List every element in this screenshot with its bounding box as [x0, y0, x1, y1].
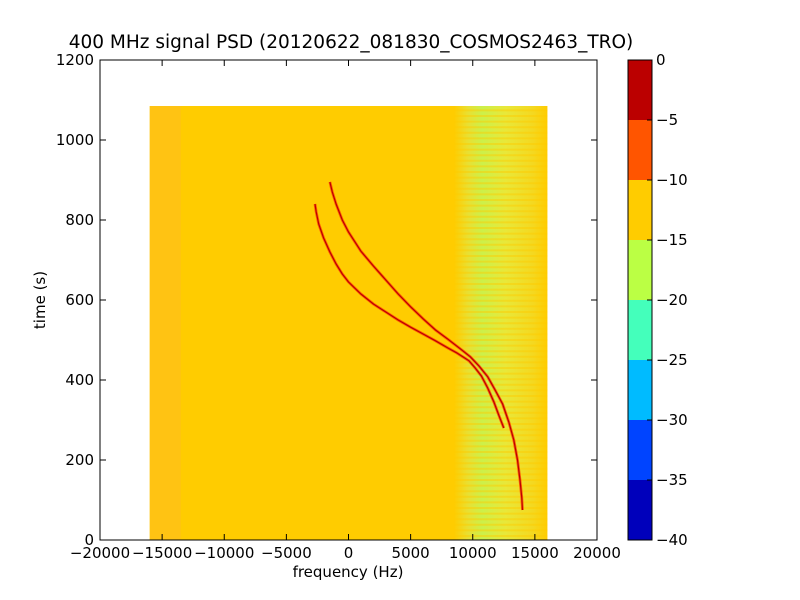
x-tick-label: 5000 — [392, 544, 430, 562]
colorbar-band — [628, 480, 652, 540]
y-axis-ticks: 0 200 400 600 800 1000 1200 — [56, 51, 597, 549]
y-tick-label: 600 — [65, 291, 94, 309]
colorbar-bands — [628, 60, 652, 540]
colorbar: −40 −35 −30 −25 −20 −15 −10 −5 0 — [627, 51, 688, 549]
signal-trace-2 — [329, 181, 524, 511]
y-tick-label: 0 — [84, 531, 94, 549]
colorbar-tick-label: −30 — [656, 411, 688, 429]
plot-area: −20000 −15000 −10000 −5000 0 5000 10000 15000 20… — [56, 51, 621, 562]
x-tick-label: 10000 — [449, 544, 497, 562]
x-tick-label: 20000 — [573, 544, 621, 562]
x-tick-label: 15000 — [511, 544, 559, 562]
colorbar-tick-label: −40 — [656, 531, 688, 549]
heatmap-layer — [149, 106, 548, 540]
colorbar-tick-label: 0 — [656, 51, 666, 69]
y-tick-label: 800 — [65, 211, 94, 229]
heatmap-left-band — [149, 106, 181, 540]
colorbar-tick-label: −35 — [656, 471, 688, 489]
colorbar-band — [628, 180, 652, 240]
y-tick-label: 1200 — [56, 51, 94, 69]
x-axis-label: frequency (Hz) — [293, 563, 404, 581]
x-tick-label: −5000 — [261, 544, 312, 562]
colorbar-tick-label: −10 — [656, 171, 688, 189]
x-tick-label: 0 — [344, 544, 354, 562]
y-tick-label: 200 — [65, 451, 94, 469]
colorbar-ticks: −40 −35 −30 −25 −20 −15 −10 −5 0 — [647, 51, 688, 549]
colorbar-band — [628, 60, 652, 120]
x-tick-label: −15000 — [132, 544, 192, 562]
colorbar-band — [628, 240, 652, 300]
colorbar-tick-label: −20 — [656, 291, 688, 309]
heatmap-high-freq-region — [454, 106, 548, 540]
x-tick-label: −10000 — [194, 544, 254, 562]
x-tick-label: −20000 — [70, 544, 130, 562]
y-axis-label: time (s) — [31, 271, 49, 329]
colorbar-tick-label: −5 — [656, 111, 678, 129]
y-tick-label: 1000 — [56, 131, 94, 149]
colorbar-band — [628, 300, 652, 360]
colorbar-band — [628, 360, 652, 420]
y-tick-label: 400 — [65, 371, 94, 389]
colorbar-band — [628, 420, 652, 480]
colorbar-tick-label: −15 — [656, 231, 688, 249]
signal-trace-1 — [314, 203, 505, 429]
signal-traces — [313, 181, 524, 511]
x-axis-ticks: −20000 −15000 −10000 −5000 0 5000 10000 15000 20… — [70, 60, 621, 562]
colorbar-tick-label: −25 — [656, 351, 688, 369]
chart-title: 400 MHz signal PSD (20120622_081830_COSM… — [69, 32, 634, 53]
colorbar-band — [628, 120, 652, 180]
